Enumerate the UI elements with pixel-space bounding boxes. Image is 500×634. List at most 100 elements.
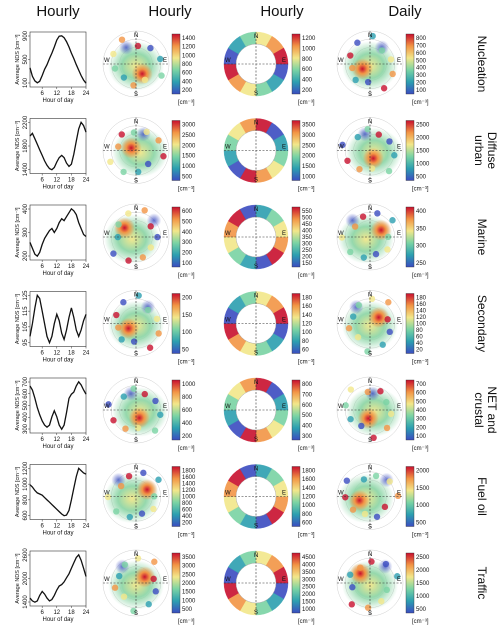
row-marine-hourly-polar-patch xyxy=(110,250,117,257)
row-net-and-crustal-hourly-ring-colorbar-tick: 800 xyxy=(302,382,313,388)
row-net-and-crustal-hourly-polar-patch xyxy=(157,411,164,418)
row-traffic-line-xlabel: Hour of day xyxy=(42,617,73,623)
row-net-and-crustal-hourly-polar-compass-s: S xyxy=(134,438,138,444)
row-net-and-crustal-hourly-polar-patch xyxy=(151,427,159,434)
row-marine-hourly-polar-patch xyxy=(141,207,148,214)
row-net-and-crustal-hourly-ring-colorbar-tick: 300 xyxy=(302,434,313,440)
row-diffuse-urban-hourly-polar-colorbar-tick: 1000 xyxy=(182,164,196,170)
row-nucleation-hourly-ring-colorbar-tick: 1200 xyxy=(302,36,316,42)
row-fuel-oil-daily-polar-patch xyxy=(381,503,389,511)
row-diffuse-urban-daily-polar-compass-e: E xyxy=(397,145,401,151)
row-secondary-hourly-ring-colorbar xyxy=(291,293,301,354)
row-fuel-oil-line-series-line xyxy=(29,467,87,517)
row-fuel-oil-daily-polar-compass-e: E xyxy=(397,491,401,497)
row-nucleation-line-ytick-label: 100 xyxy=(23,77,29,88)
row-traffic-hourly-ring-colorbar-tick: 2000 xyxy=(302,592,316,598)
row-secondary-hourly-ring-colorbar-tick: 180 xyxy=(302,296,313,302)
row-secondary-hourly-polar-patch xyxy=(130,338,138,345)
row-secondary-line-xtick-label: 18 xyxy=(68,351,75,357)
row-fuel-oil-hourly-polar-colorbar xyxy=(171,466,181,527)
row-nucleation-hourly-ring-colorbar-tick: 800 xyxy=(302,57,313,63)
row-marine-daily-polar-colorbar-tick: 250 xyxy=(416,261,427,267)
row-diffuse-urban-hourly-polar-compass-w: W xyxy=(104,145,110,151)
row-diffuse-urban-line-xtick-label: 6 xyxy=(41,178,45,184)
row-traffic-daily-polar-compass-w: W xyxy=(338,577,344,583)
row-fuel-oil-hourly-polar-patch xyxy=(125,472,133,480)
row-secondary-line-ytick-label: 105 xyxy=(23,321,29,332)
row-traffic-hourly-polar-patch xyxy=(145,601,152,608)
row-fuel-oil-hourly-polar-patch xyxy=(155,476,162,483)
row-nucleation-daily-polar-colorbar xyxy=(405,33,415,95)
row-traffic-hourly-polar-patch xyxy=(116,572,123,580)
row-net-and-crustal-hourly-polar-colorbar xyxy=(171,379,181,441)
row-diffuse-urban-hourly-ring-compass-e: E xyxy=(282,145,286,151)
row-marine-hourly-ring-compass-s: S xyxy=(254,264,258,270)
row-net-and-crustal-daily-polar-patch xyxy=(370,434,377,442)
row-diffuse-urban-daily-polar-patch xyxy=(375,131,382,138)
row-marine-line-xtick-label: 18 xyxy=(68,264,75,270)
row-traffic-hourly-ring-colorbar-tick: 1500 xyxy=(302,600,316,606)
row-marine-hourly-polar-colorbar-tick: 200 xyxy=(182,251,193,257)
row-fuel-oil-hourly-ring-compass-n: N xyxy=(254,467,258,473)
row-traffic-hourly-polar-patch xyxy=(120,593,128,600)
column-header-hourly-ring: Hourly xyxy=(260,3,304,20)
row-traffic-hourly-polar-patch xyxy=(134,555,142,562)
row-fuel-oil-hourly-polar-patch xyxy=(150,505,157,513)
row-fuel-oil-daily-polar-colorbar-tick: 2000 xyxy=(416,469,430,475)
row-nucleation-daily-polar-patch xyxy=(389,70,396,78)
row-traffic-hourly-polar-patch xyxy=(150,575,157,583)
row-diffuse-urban-daily-polar-patch xyxy=(339,141,346,149)
row-marine-line-frame xyxy=(29,204,87,261)
row-secondary-hourly-ring-colorbar-unit: [cm⁻³] xyxy=(298,360,315,366)
row-net-and-crustal-line-xlabel: Hour of day xyxy=(42,444,73,450)
row-secondary-line-ytick-label: 95 xyxy=(23,339,29,346)
row-marine-hourly-ring-colorbar-tick: 150 xyxy=(302,261,313,267)
row-secondary-hourly-polar-patch xyxy=(153,315,161,323)
row-fuel-oil-hourly-ring-colorbar-tick: 1800 xyxy=(302,469,316,475)
row-net-and-crustal-daily-polar-patch xyxy=(358,422,365,430)
row-diffuse-urban-hourly-ring-colorbar-tick: 3500 xyxy=(302,123,316,129)
row-secondary-daily-polar-colorbar-tick: 140 xyxy=(416,309,427,315)
row-net-and-crustal-hourly-polar-colorbar-tick: 1000 xyxy=(182,382,196,388)
row-diffuse-urban-hourly-polar-patch xyxy=(160,153,167,160)
row-marine-line-ytick-label: 400 xyxy=(23,203,29,214)
row-secondary-daily-polar-colorbar-tick: 120 xyxy=(416,315,427,321)
row-nucleation-daily-polar-colorbar-tick: 400 xyxy=(416,66,427,72)
row-nucleation-hourly-polar-colorbar-tick: 400 xyxy=(182,79,193,85)
row-fuel-oil-hourly-ring-colorbar-tick: 1000 xyxy=(302,503,316,509)
row-marine-line-xtick-label: 6 xyxy=(41,264,45,270)
row-traffic-factor-label: Traffic xyxy=(475,567,489,600)
row-diffuse-urban-daily-polar-colorbar-unit: [cm⁻³] xyxy=(412,187,429,193)
row-marine-daily-polar-colorbar-tick: 300 xyxy=(416,244,427,250)
row-secondary-line-xtick-label: 12 xyxy=(53,351,60,357)
row-secondary-hourly-polar-patch xyxy=(135,292,142,299)
row-marine-line-ylabel: Average NDS [cm⁻³] xyxy=(15,207,21,258)
row-nucleation-line-xtick-label: 6 xyxy=(41,91,45,97)
row-nucleation-hourly-ring-colorbar-tick: 200 xyxy=(302,88,313,94)
row-nucleation-daily-polar-colorbar-tick: 500 xyxy=(416,58,427,64)
row-diffuse-urban-daily-polar-colorbar-tick: 2500 xyxy=(416,123,430,129)
row-secondary-hourly-polar-colorbar-tick: 100 xyxy=(182,330,193,336)
row-traffic-hourly-polar-patch xyxy=(111,584,119,591)
row-nucleation-daily-polar-colorbar-tick: 700 xyxy=(416,43,427,49)
row-nucleation-hourly-polar-compass-e: E xyxy=(163,58,167,64)
row-secondary-daily-polar-compass-n: N xyxy=(368,293,372,299)
row-traffic-daily-polar-patch xyxy=(394,573,401,580)
row-diffuse-urban-hourly-polar-patch xyxy=(120,168,127,176)
row-secondary-daily-polar-patch xyxy=(386,328,393,336)
row-net-and-crustal-hourly-polar-compass-n: N xyxy=(134,379,138,385)
row-fuel-oil-line-xtick-label: 12 xyxy=(53,524,60,530)
row-secondary-hourly-ring-colorbar-tick: 140 xyxy=(302,313,313,319)
row-diffuse-urban-daily-polar-colorbar-tick: 2000 xyxy=(416,136,430,142)
row-traffic-hourly-polar-compass-s: S xyxy=(134,611,138,617)
row-marine-hourly-ring-colorbar-tick: 300 xyxy=(302,242,313,248)
row-marine-daily-polar-compass-w: W xyxy=(338,231,344,237)
row-marine-line-xtick-label: 24 xyxy=(83,264,90,270)
row-net-and-crustal-hourly-polar-colorbar-tick: 600 xyxy=(182,408,193,414)
row-nucleation-hourly-ring-colorbar-tick: 400 xyxy=(302,78,313,84)
row-secondary-hourly-polar-colorbar-tick: 50 xyxy=(182,348,189,354)
row-marine-hourly-ring-colorbar-tick: 450 xyxy=(302,222,313,228)
row-traffic-daily-polar-patch xyxy=(348,601,355,608)
row-marine-hourly-polar-compass-e: E xyxy=(163,231,167,237)
